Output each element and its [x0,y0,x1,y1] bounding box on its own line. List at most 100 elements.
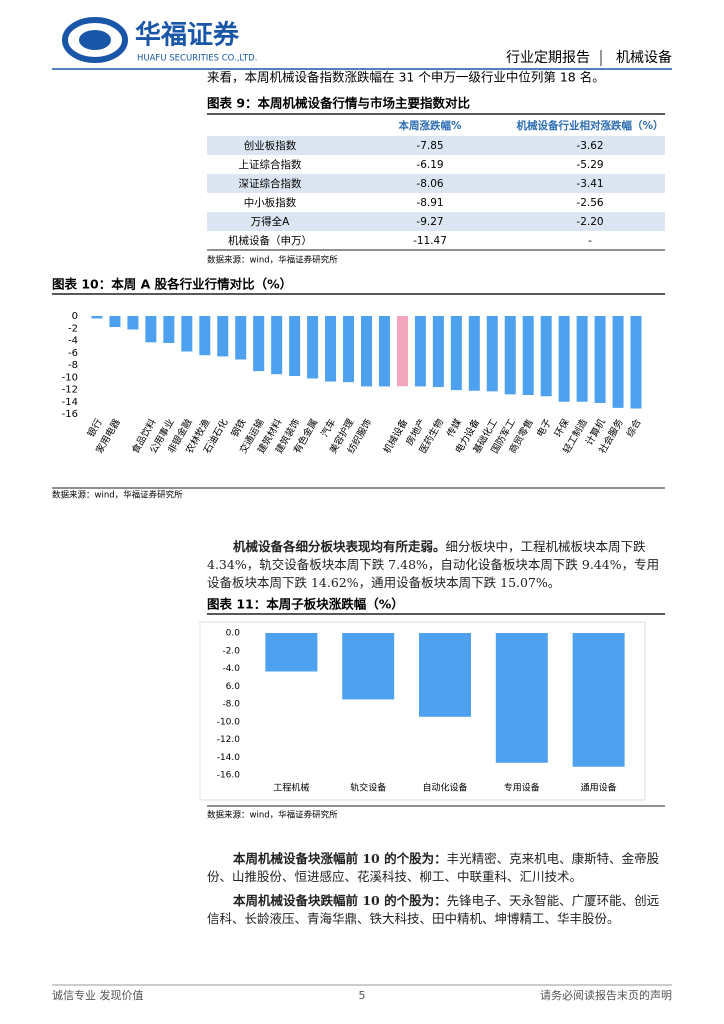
x-tick-label: 专用设备 [504,782,540,794]
bar [378,316,390,387]
intro-text: 来看，本周机械设备指数涨跌幅在 31 个申万一级行业中位列第 18 名。 [207,70,605,85]
y-tick-label: -16 [62,409,78,420]
table-cell: -7.85 [416,140,443,152]
table-cell: -8.91 [416,197,443,209]
bar [540,316,552,397]
bar [432,316,444,388]
y-tick-label: -16.0 [217,771,241,781]
y-tick-label: -12 [62,385,78,396]
table-cell: -11.47 [413,235,447,247]
column-header: 机械设备行业相对涨跌幅（%） [516,119,663,132]
bar [253,316,265,372]
para-bold: 本周机械设备块涨幅前 10 的个股为： [233,851,447,866]
row-bg [207,212,665,231]
table-header-bg [207,117,665,135]
para-bold: 机械设备各细分板块表现均有所走弱。 [233,539,446,554]
bar [163,316,175,343]
x-tick-label: 工程机械 [273,782,309,794]
bar [342,633,395,700]
y-tick-label: 0.0 [226,629,241,639]
table-cell: 创业板指数 [244,139,297,152]
table-cell: 机械设备（申万） [228,234,312,247]
x-tick-label: 电子 [534,416,554,439]
bar [450,316,462,391]
footer-right: 请务必阅读报告末页的声明 [540,988,672,1002]
table-cell: -3.62 [576,140,603,152]
bar [414,316,426,387]
bar [594,316,606,403]
bar [486,316,498,392]
plot-frame [199,621,646,801]
bar [145,316,157,343]
bar [558,316,570,402]
table-cell: 万得全A [251,215,290,228]
bar [576,316,588,402]
footer-left: 诚信专业 发现价值 [52,988,144,1002]
y-tick-label: -10.0 [217,717,241,727]
bar [271,316,283,375]
bar [495,633,548,763]
bar [630,316,642,409]
table-cell: 中小板指数 [244,196,297,209]
bar [91,316,103,319]
bar [572,633,625,767]
para-text: 丰光精密、克来机电、康斯特、金帝股份、山推股份、恒进感应、花溪科技、柳工、中联重… [207,851,660,884]
table-cell: -6.19 [416,159,443,171]
source: 数据来源：wind，华福证券研究所 [207,255,338,266]
y-tick-label: -6 [68,348,78,359]
bar [504,316,516,395]
table-cell: -5.29 [576,159,603,171]
table-cell: -8.06 [416,178,443,190]
bar [289,316,301,377]
para-text: 先锋电子、天永智能、广厦环能、创远信科、长龄液压、青海华鼎、铁大科技、田中精机、… [207,893,660,926]
table-cell: -9.27 [416,216,443,228]
y-tick-label: -2 [68,323,78,334]
chart-title: 图表 11：本周子板块涨跌幅（%） [207,597,404,612]
x-tick-label: 通用设备 [581,782,617,794]
bar [181,316,193,352]
table-cell: 上证综合指数 [239,158,302,171]
para-bold: 本周机械设备块跌幅前 10 的个股为： [233,893,447,908]
row-bg [207,174,665,193]
table-cell: 深证综合指数 [239,177,302,190]
x-tick-label: 自动化设备 [422,782,467,794]
paragraph: 机械设备各细分板块表现均有所走弱。细分板块中，工程机械板块本周下跌 4.34%，… [207,538,665,592]
source: 数据来源：wind，华福证券研究所 [52,490,183,501]
bar [265,633,318,672]
chart-title: 图表 10：本周 A 股各行业行情对比（%） [52,277,292,292]
report-type: 行业定期报告 [506,50,590,66]
y-tick-label: -4.0 [222,664,240,674]
bar [522,316,534,396]
bar [217,316,229,357]
table-cell: -2.20 [576,216,603,228]
y-tick-label: -8.0 [222,700,240,710]
bar [361,316,372,387]
bar [419,633,471,717]
y-tick-label: -12.0 [217,735,241,745]
y-tick-label: 0 [72,311,78,322]
bar [235,316,247,360]
bar [396,316,408,387]
bar [307,316,319,379]
bar [612,316,624,408]
x-tick-label: 综合 [624,416,644,439]
bar [325,316,337,382]
paragraph: 本周机械设备块涨幅前 10 的个股为：丰光精密、克来机电、康斯特、金帝股份、山推… [207,850,665,886]
y-tick-label: -14 [62,397,78,408]
y-tick-label: -10 [62,372,78,383]
bar [343,316,355,383]
row-bg [207,136,665,155]
table-title: 图表 9：本周机械设备行情与市场主要指数对比 [207,96,471,111]
brand-en: HUAFU SECURITIES CO.,LTD. [137,54,257,64]
table-cell: -2.56 [576,197,603,209]
brand: 华福证券 [135,20,240,51]
x-tick-label: 机械设备 [381,416,411,455]
bar [109,316,121,328]
y-tick-label: -14.0 [217,753,241,763]
column-header: 本周涨跌幅% [398,119,461,132]
x-tick-label: 轨交设备 [350,782,386,794]
y-tick-label: 6.0 [226,682,241,692]
y-tick-label: -2.0 [222,646,240,656]
